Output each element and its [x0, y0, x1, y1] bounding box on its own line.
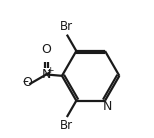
Text: O: O — [22, 76, 32, 89]
Text: Br: Br — [60, 20, 73, 33]
Text: O: O — [41, 43, 51, 56]
Text: Br: Br — [60, 119, 73, 132]
Text: –: – — [22, 75, 28, 88]
Text: N: N — [42, 68, 51, 81]
Text: N: N — [103, 100, 112, 113]
Text: +: + — [46, 66, 53, 75]
